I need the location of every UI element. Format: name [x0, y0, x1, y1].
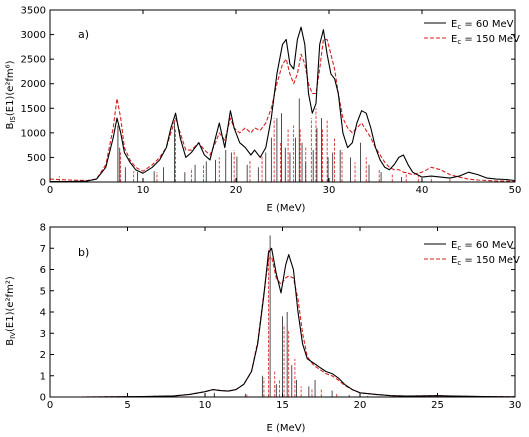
- series-line-60-mev: [50, 247, 516, 398]
- y-tick-label: 8: [40, 223, 46, 234]
- series-line-150-mev: [49, 38, 516, 183]
- panel-a-y-ticks: 0 500 1000 1500 2000 2500 3000 3500: [21, 6, 515, 189]
- y-tick-label: 7: [40, 244, 46, 255]
- y-tick-label: 3500: [21, 6, 46, 17]
- y-tick-label: 2500: [21, 55, 46, 66]
- x-tick-label: 5: [124, 400, 130, 411]
- panel-a-x-axis-label: E (MeV): [267, 203, 306, 214]
- panel-b-strength-lines-black: [213, 235, 423, 397]
- panel-a-x-ticks: 0 10 20 30 40 50: [47, 10, 522, 196]
- panel-b-legend: Ec = 60 MeV Ec = 150 MeV: [424, 240, 520, 267]
- panel-a-series: [49, 26, 516, 183]
- x-tick-label: 20: [354, 400, 367, 411]
- y-tick-label: 2000: [21, 79, 46, 90]
- panel-b-x-axis-label: E (MeV): [267, 423, 306, 434]
- panel-b-label: b): [78, 246, 89, 259]
- y-tick-label: 1500: [21, 104, 46, 115]
- x-tick-label: 0: [47, 400, 53, 411]
- x-tick-label: 30: [509, 400, 522, 411]
- panel-a-plot-frame: [49, 9, 516, 183]
- panel-b-x-ticks: 0 5 10 15 20 25 30: [47, 227, 522, 411]
- x-tick-label: 25: [431, 400, 444, 411]
- series-line-60-mev: [50, 26, 516, 183]
- y-tick-label: 0: [40, 393, 46, 404]
- y-tick-label: 6: [40, 265, 46, 276]
- panel-a-y-axis-label: BIS(E1)(e²fm⁶): [5, 60, 17, 129]
- x-tick-label: 30: [323, 185, 336, 196]
- panel-b-series: [50, 247, 516, 398]
- y-tick-label: 1: [40, 371, 46, 382]
- y-tick-label: 1000: [21, 128, 46, 139]
- panel-a-legend-label-60: Ec = 60 MeV: [451, 19, 514, 31]
- panel-a-legend-label-150: Ec = 150 MeV: [451, 34, 520, 46]
- x-tick-label: 10: [137, 185, 150, 196]
- panel-a: 0 10 20 30 40 50 0 500 1000 1500 2000 2500 3000 3500…: [5, 6, 521, 215]
- y-tick-label: 3: [40, 329, 46, 340]
- panel-a-label: a): [78, 28, 89, 41]
- x-tick-label: 0: [47, 185, 53, 196]
- x-tick-label: 50: [509, 185, 522, 196]
- y-tick-label: 5: [40, 286, 46, 297]
- x-tick-label: 40: [416, 185, 429, 196]
- panel-a-legend: Ec = 60 MeV Ec = 150 MeV: [424, 19, 520, 46]
- y-tick-label: 500: [27, 153, 46, 164]
- panel-a-strength-lines-black: [117, 98, 402, 182]
- x-tick-label: 15: [276, 400, 289, 411]
- x-tick-label: 10: [199, 400, 212, 411]
- y-tick-label: 0: [40, 178, 46, 189]
- y-tick-label: 3000: [21, 30, 46, 41]
- panel-b-legend-label-60: Ec = 60 MeV: [451, 240, 514, 252]
- y-tick-label: 2: [40, 350, 46, 361]
- panel-b-y-axis-label: BIV(E1)(e²fm²): [5, 276, 17, 346]
- x-tick-label: 20: [230, 185, 243, 196]
- y-tick-label: 4: [40, 308, 46, 319]
- panel-b: 0 5 10 15 20 25 30 0 1 2 3 4 5 6 7 8 b) E (MeV) BIV(E1…: [5, 223, 521, 435]
- panel-a-strength-lines-red: [58, 108, 451, 182]
- panel-b-strength-lines-red: [213, 248, 338, 397]
- panel-b-y-ticks: 0 1 2 3 4 5 6 7 8: [40, 223, 515, 404]
- panel-b-legend-label-150: Ec = 150 MeV: [451, 255, 520, 267]
